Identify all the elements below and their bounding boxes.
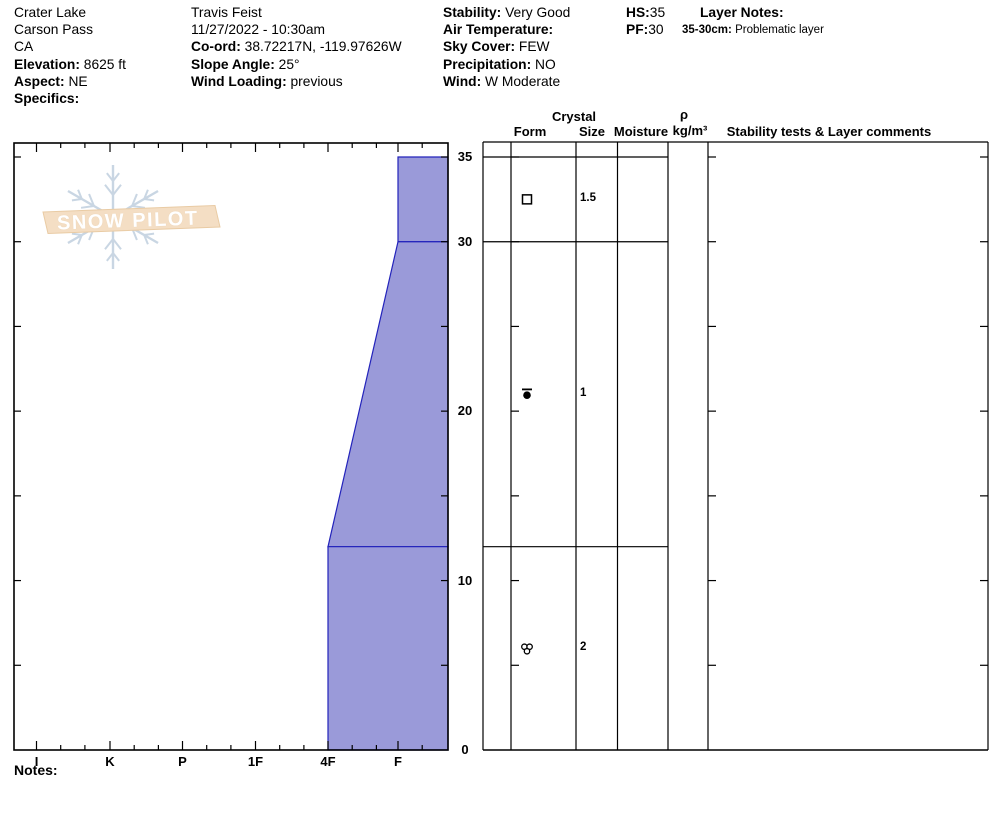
snowflake-icon bbox=[143, 189, 149, 200]
snowflake-icon bbox=[144, 198, 155, 202]
snowflake-icon bbox=[112, 172, 120, 182]
grain-size-value: 2 bbox=[580, 641, 587, 654]
snowflake-icon bbox=[77, 234, 83, 245]
snowflake-icon bbox=[80, 205, 95, 209]
logo-banner bbox=[42, 204, 221, 235]
header-field: Stability: Very Good bbox=[443, 5, 571, 20]
col-header-density: kg/m³ bbox=[672, 123, 708, 138]
snowflake-icon bbox=[88, 193, 95, 207]
header-field: HS:35 bbox=[626, 5, 666, 20]
snowflake-icon bbox=[104, 184, 114, 196]
snowflake-icon bbox=[112, 252, 120, 262]
col-header-crystal: Crystal bbox=[551, 109, 597, 124]
header-field: 11/27/2022 - 10:30am bbox=[191, 22, 325, 38]
depth-label: 20 bbox=[457, 403, 473, 419]
layer-note-text: Problematic layer bbox=[731, 24, 824, 36]
header-field: Specifics: bbox=[14, 91, 80, 106]
hardness-label: I bbox=[34, 754, 39, 769]
layer-notes-label: Layer Notes: bbox=[700, 5, 784, 20]
snow-layer bbox=[397, 156, 449, 243]
header-field: Elevation: 8625 ft bbox=[14, 56, 126, 72]
snowflake-icon bbox=[71, 232, 82, 236]
grain-size-value: 1 bbox=[580, 387, 587, 400]
header-field: Co-ord: 38.72217N, -119.97626W bbox=[191, 39, 402, 55]
hardness-label: K bbox=[105, 754, 115, 769]
depth-label: 35 bbox=[457, 149, 473, 164]
col-header-size: Size bbox=[578, 124, 606, 139]
header-field: Wind: W Moderate bbox=[443, 73, 561, 89]
snowflake-icon bbox=[131, 193, 138, 207]
grain-symbol-faceted-icon bbox=[521, 194, 533, 205]
layer-notes-title: Layer Notes: bbox=[700, 4, 784, 21]
grain-size-value: 1.5 bbox=[580, 192, 596, 205]
layer-note-range: 35-30cm: bbox=[682, 24, 732, 36]
header-field: Slope Angle: 25° bbox=[191, 56, 300, 72]
snowflake-icon bbox=[71, 198, 82, 202]
header-field: Carson Pass bbox=[14, 22, 93, 38]
snow-layer bbox=[327, 241, 449, 548]
snowflake-icon bbox=[143, 234, 149, 245]
grain-symbol-rounded-icon bbox=[523, 391, 531, 400]
snowflake-icon bbox=[106, 252, 114, 262]
snowflake-icon bbox=[104, 238, 114, 250]
depth-label: 30 bbox=[457, 233, 473, 249]
snowflake-icon bbox=[131, 205, 146, 209]
hardness-label: 1F bbox=[247, 754, 264, 769]
header-field: Wind Loading: previous bbox=[191, 73, 343, 89]
notes-label: Notes: bbox=[14, 762, 58, 778]
snowflake-icon bbox=[112, 238, 122, 250]
header-field: CA bbox=[14, 39, 34, 55]
depth-label: 0 bbox=[461, 742, 469, 757]
header-field: Aspect: NE bbox=[14, 73, 88, 89]
header-field: Sky Cover: FEW bbox=[443, 39, 550, 55]
snowflake-icon bbox=[144, 232, 155, 236]
col-header-form: Form bbox=[513, 124, 547, 139]
hardness-label: 4F bbox=[320, 754, 336, 769]
snowflake-icon bbox=[106, 172, 114, 182]
snow-layer bbox=[327, 546, 449, 751]
layer-note-entry: 35-30cm: Problematic layer bbox=[682, 24, 824, 36]
snowflake-icon bbox=[77, 189, 83, 200]
header-field: PF:30 bbox=[626, 22, 664, 38]
header-field: Air Temperature: bbox=[443, 22, 554, 38]
snowflake-icon bbox=[112, 184, 122, 196]
hardness-label: P bbox=[178, 754, 187, 769]
grain-symbol-meltform-icon bbox=[523, 647, 531, 655]
snowpilot-logo: SNOW PILOT bbox=[56, 207, 199, 235]
hardness-label: F bbox=[394, 754, 402, 769]
col-header-rho: ρ bbox=[679, 107, 689, 122]
header-field: Precipitation: NO bbox=[443, 56, 556, 72]
header-field: Travis Feist bbox=[191, 5, 262, 20]
depth-label: 10 bbox=[457, 572, 473, 588]
header-field: Crater Lake bbox=[14, 5, 87, 20]
col-header-moisture: Moisture bbox=[613, 124, 669, 139]
col-header-stability: Stability tests & Layer comments bbox=[726, 124, 932, 139]
